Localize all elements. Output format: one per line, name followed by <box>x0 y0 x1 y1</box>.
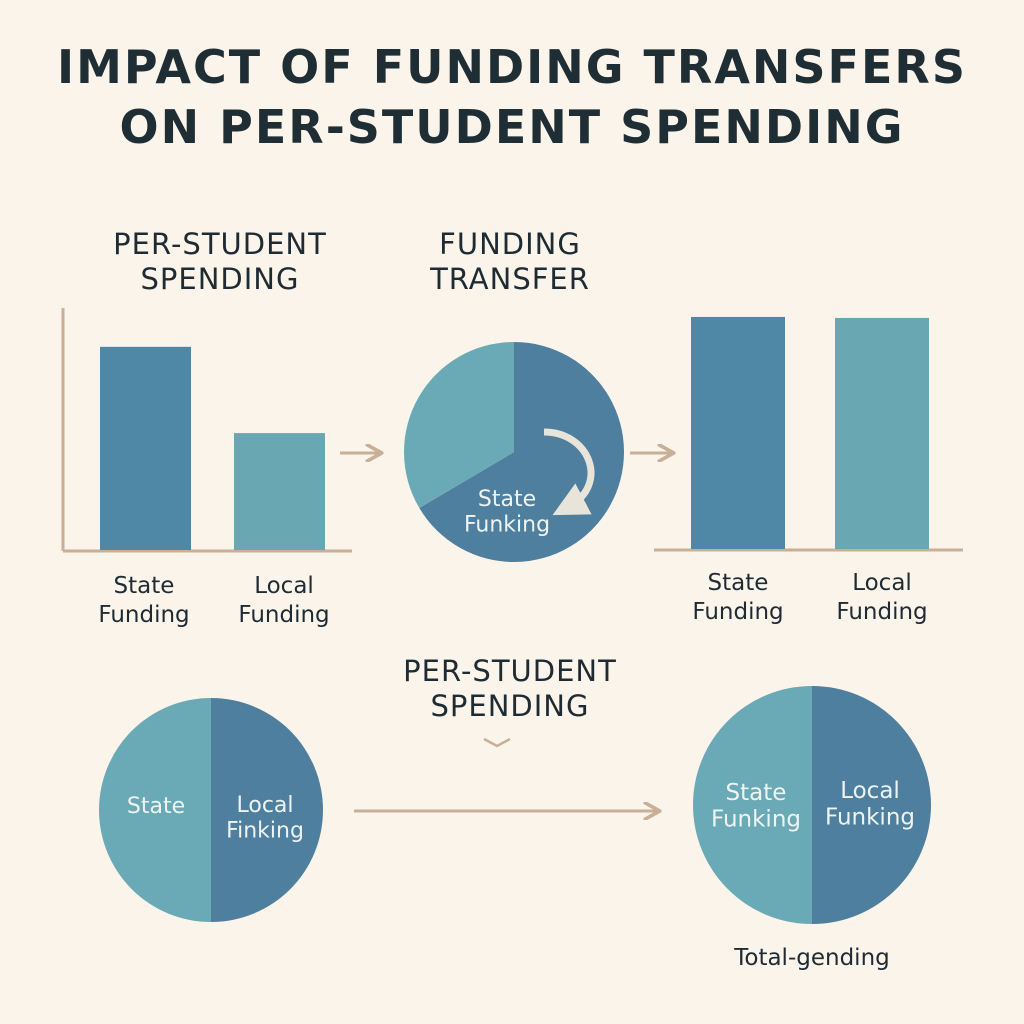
bar-label-before-state-1: State Funding <box>84 572 204 630</box>
heading-transfer-line-2: TRANSFER <box>430 261 590 296</box>
chart-title-line-2: ON PER-STUDENT SPENDING <box>119 100 905 154</box>
label-line: Funding <box>98 601 190 628</box>
bar-before-0 <box>100 346 191 550</box>
pie-bottom-left-label-1: Local Finking <box>226 793 304 843</box>
bar-after-1 <box>835 317 929 549</box>
label-line: Funding <box>238 601 330 628</box>
chevron-down-icon <box>483 737 511 748</box>
bar-after-0 <box>691 316 785 549</box>
heading-after-line-2: SPENDING <box>430 688 590 723</box>
bar-label-before-local: Local Funding <box>224 572 344 630</box>
pie-transfer-label: State Funking <box>464 487 550 537</box>
heading-transfer: FUNDING TRANSFER <box>360 227 660 297</box>
heading-before-line-2: SPENDING <box>140 261 300 296</box>
pie-bottom-right-label-0: State Funking <box>711 780 801 832</box>
label-line: Local <box>254 573 314 599</box>
heading-transfer-line-1: FUNDING <box>439 227 581 261</box>
heading-after: PER-STUDENT SPENDING <box>360 654 660 724</box>
pie-bottom-left-label-0: State <box>127 794 185 819</box>
pie-bottom-left-slice-0 <box>99 698 211 922</box>
chart-title-line-1: IMPACT OF FUNDING TRANSFERS <box>57 40 967 94</box>
bar-label-after-local-1: Local Funding <box>822 569 942 627</box>
label-line: State <box>707 570 769 596</box>
label-line: Funding <box>692 598 784 625</box>
bar-label-after-state-1: State Funding <box>678 569 798 627</box>
label-line: Local <box>852 570 912 596</box>
bar-label-after-state: State Funding <box>678 569 798 627</box>
heading-before: PER-STUDENT SPENDING <box>60 227 380 297</box>
bar-label-after-local: Local Funding <box>822 569 942 627</box>
bar-label-before-local-1: Local Funding <box>224 572 344 630</box>
pie-transfer-slice-1 <box>404 342 514 508</box>
pie-bottom-left-slice-1 <box>211 698 323 922</box>
heading-before-line-1: PER-STUDENT <box>113 227 327 261</box>
pie-bottom-right-slice-1 <box>812 686 931 924</box>
total-spending-label: Total-gending <box>734 945 890 971</box>
bar-before-1 <box>234 433 325 550</box>
heading-after-line-1: PER-STUDENT <box>403 654 617 688</box>
curved-arrow-icon <box>543 428 595 516</box>
bar-label-before-state: State Funding <box>84 572 204 630</box>
label-line: State <box>113 573 175 599</box>
label-line: Funding <box>836 598 928 625</box>
pie-bottom-right-slice-0 <box>693 686 812 924</box>
pie-bottom-right-label-1: Local Funking <box>825 778 915 830</box>
